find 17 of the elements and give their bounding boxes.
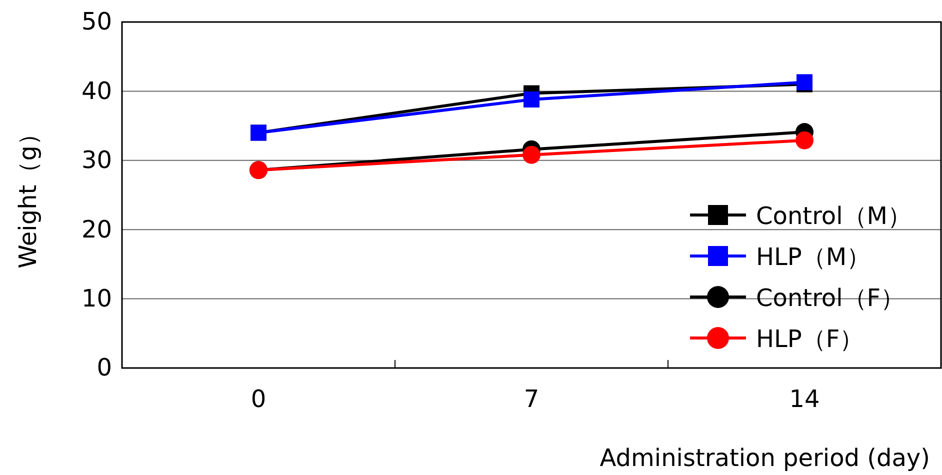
- y-tick-label: 0: [96, 354, 112, 382]
- y-tick-label: 50: [81, 8, 112, 36]
- point: [522, 146, 540, 164]
- x-axis-title: Administration period (day): [600, 444, 930, 472]
- y-tick-label: 20: [81, 215, 112, 244]
- point: [524, 92, 540, 108]
- y-tick-label: 10: [81, 284, 112, 312]
- y-axis-title: Weight（g）: [14, 122, 42, 268]
- x-tick-label: 0: [250, 385, 266, 414]
- y-tick-label: 30: [81, 146, 112, 174]
- legend-label: Control（M）: [756, 202, 912, 230]
- y-tick-label: 40: [81, 76, 112, 105]
- x-tick-label: 7: [524, 385, 540, 414]
- point: [796, 131, 814, 150]
- legend-label: HLP（M）: [756, 243, 871, 271]
- x-tick-label: 14: [789, 385, 820, 414]
- legend-label: HLP（F）: [756, 325, 864, 353]
